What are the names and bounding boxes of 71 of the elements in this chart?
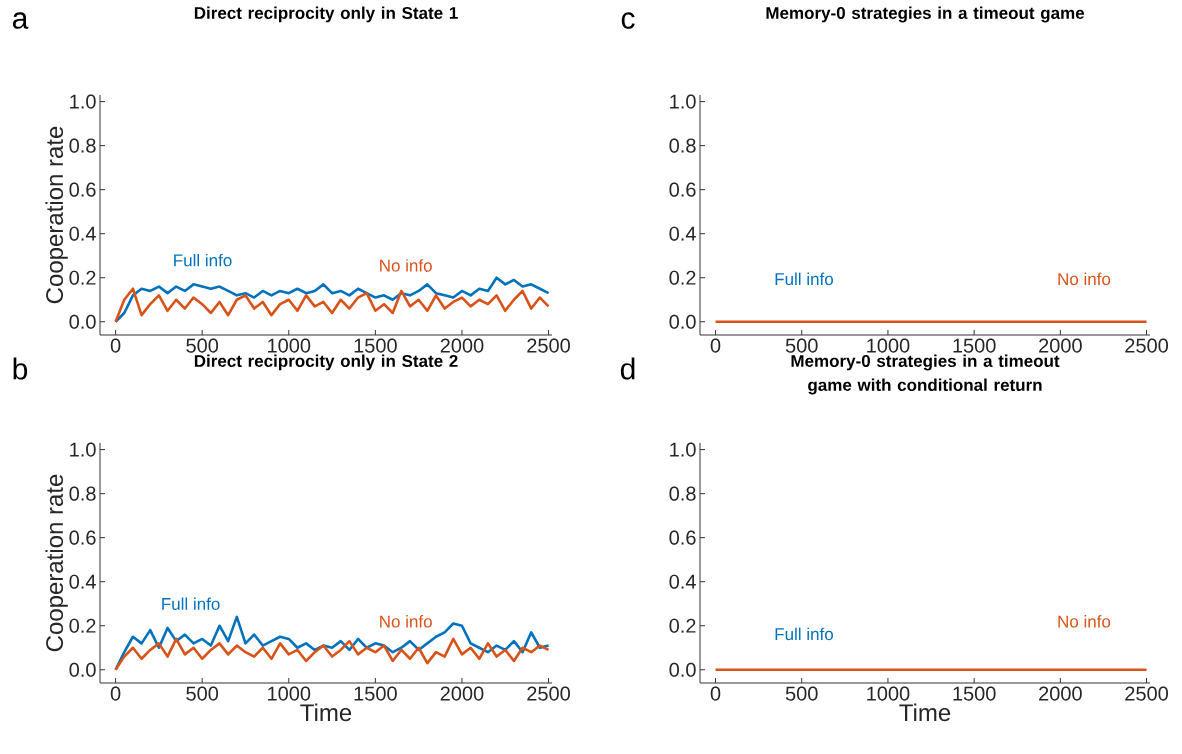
chart-title: Memory-0 strategies in a timeout game with conditional return xyxy=(791,354,1060,395)
x-tick-label: 0 xyxy=(110,686,121,701)
y-tick-label: 0.2 xyxy=(669,270,696,285)
x-tick-label: 2500 xyxy=(1125,686,1169,701)
x-tick-label: 1500 xyxy=(953,338,996,353)
x-tick-label: 2500 xyxy=(1125,338,1169,353)
x-tick-label: 500 xyxy=(186,338,219,353)
line-series xyxy=(114,287,550,324)
y-tick-label: 1.0 xyxy=(670,442,696,457)
series-label: No info xyxy=(380,615,432,628)
x-tick-label: 1500 xyxy=(354,338,397,353)
chart-title: Memory-0 strategies in a timeout game xyxy=(766,6,1085,23)
y-tick-label: 0.0 xyxy=(69,662,96,677)
series-label: Full info xyxy=(162,597,220,610)
y-tick-label: 0.4 xyxy=(69,574,96,589)
x-tick-label: 500 xyxy=(186,686,219,701)
text: No info xyxy=(1058,615,1111,628)
y-tick-label: 0.4 xyxy=(669,574,696,589)
line-series xyxy=(114,276,550,324)
text: d xyxy=(620,357,635,380)
chart-title: Direct reciprocity only in State 2 xyxy=(194,354,458,371)
y-tick-label: 0.6 xyxy=(669,530,696,545)
x-tick-label: 2500 xyxy=(527,338,570,353)
y-tick-label: 1.0 xyxy=(70,442,96,457)
x-tick-label: 2000 xyxy=(440,338,484,353)
x-tick-label: 1000 xyxy=(867,338,910,353)
x-tick-label: 0 xyxy=(110,338,121,353)
text: No info xyxy=(1058,272,1111,286)
x-tick-label: 1500 xyxy=(953,686,996,701)
x-tick-label: 2000 xyxy=(440,686,484,701)
y-tick-label: 0.6 xyxy=(69,182,96,197)
series-label: No info xyxy=(380,259,432,272)
y-tick-label: 0.6 xyxy=(669,182,696,197)
y-tick-label: 0.8 xyxy=(69,138,96,153)
y-tick-label: 0.8 xyxy=(669,138,696,153)
y-tick-label: 0.0 xyxy=(669,314,696,329)
line-series xyxy=(114,637,550,672)
series-label: Full info xyxy=(174,253,232,267)
x-tick-label: 500 xyxy=(785,338,818,353)
y-tick-label: 0.8 xyxy=(69,486,96,501)
text: c xyxy=(621,12,635,29)
legend-label: Full info xyxy=(775,272,833,286)
x-tick-label: 1500 xyxy=(354,686,397,701)
y-tick-label: 1.0 xyxy=(670,94,696,109)
x-tick-label: 2000 xyxy=(1039,686,1082,701)
y-axis-title: Cooperation rate xyxy=(45,126,68,304)
y-tick-label: 0.8 xyxy=(669,486,696,501)
y-tick-label: 0.6 xyxy=(69,530,96,545)
y-tick-label: 0.2 xyxy=(669,618,696,633)
x-tick-label: 0 xyxy=(710,338,721,353)
x-tick-label: 0 xyxy=(710,686,721,701)
y-tick-label: 0.2 xyxy=(69,270,96,285)
y-tick-label: 1.0 xyxy=(70,94,96,109)
y-axis-title: Cooperation rate xyxy=(45,474,68,652)
y-tick-label: 0.0 xyxy=(69,314,96,329)
legend-label: Full info xyxy=(775,627,833,641)
text: b xyxy=(13,357,28,380)
x-tick-label: 2000 xyxy=(1039,338,1082,353)
y-tick-label: 0.4 xyxy=(69,226,96,241)
y-tick-label: 0.2 xyxy=(69,618,96,633)
text: a xyxy=(12,12,29,29)
chart-title: Direct reciprocity only in State 1 xyxy=(194,6,458,23)
x-axis-title: Time xyxy=(300,703,352,722)
y-tick-label: 0.0 xyxy=(669,662,696,677)
x-axis-title: Time xyxy=(899,703,951,722)
x-tick-label: 1000 xyxy=(268,338,311,353)
x-tick-label: 1000 xyxy=(268,686,311,701)
x-tick-label: 500 xyxy=(785,686,818,701)
x-tick-label: 2500 xyxy=(527,686,570,701)
y-tick-label: 0.4 xyxy=(669,226,696,241)
x-tick-label: 1000 xyxy=(867,686,910,701)
